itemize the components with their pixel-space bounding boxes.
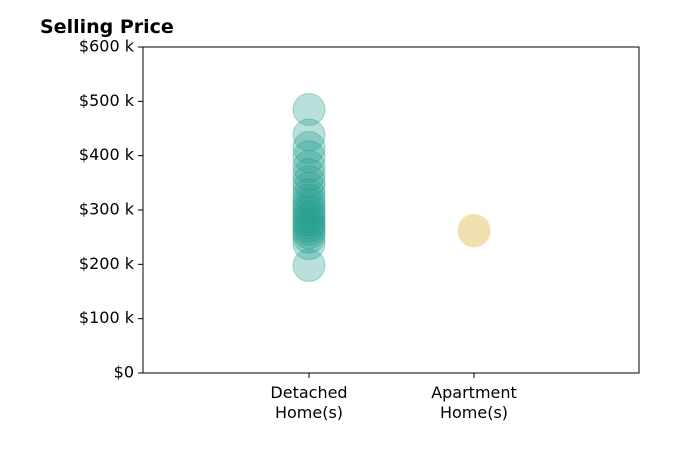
data-point <box>292 158 326 192</box>
y-tick-label: $400 k <box>79 145 135 164</box>
y-tick-label: $300 k <box>79 200 135 219</box>
y-tick-label: $100 k <box>79 308 135 327</box>
y-tick-label: $600 k <box>79 37 135 56</box>
x-tick-label: Detached <box>270 383 347 402</box>
data-point <box>292 203 326 237</box>
data-point <box>292 196 326 230</box>
y-tick-label: $500 k <box>79 91 135 110</box>
data-point <box>292 200 326 234</box>
data-point <box>292 216 326 250</box>
data-point <box>292 220 326 254</box>
data-point <box>292 165 326 199</box>
x-tick-label: Home(s) <box>275 403 343 422</box>
data-point <box>292 192 326 226</box>
plot-frame <box>142 46 640 374</box>
data-point <box>292 150 326 184</box>
data-point <box>292 178 326 212</box>
y-tick-label: $0 <box>114 363 134 382</box>
data-point <box>292 248 326 282</box>
y-tick-label: $200 k <box>79 254 135 273</box>
y-axis: $0 $100 k $200 k $300 k $400 k $500 k $600 k <box>79 37 143 382</box>
data-point <box>292 227 326 261</box>
data-point <box>292 131 326 165</box>
data-point <box>292 183 326 217</box>
data-point <box>292 171 326 205</box>
points-layer <box>292 92 491 282</box>
x-tick-label: Home(s) <box>440 403 508 422</box>
data-point <box>292 92 326 126</box>
data-point <box>292 209 326 243</box>
chart-title: Selling Price <box>40 16 174 38</box>
data-point <box>292 206 326 240</box>
data-point <box>292 118 326 152</box>
data-point <box>292 213 326 247</box>
x-tick-label: Apartment <box>431 383 517 402</box>
data-point <box>292 188 326 222</box>
data-point <box>457 214 491 248</box>
data-point <box>292 140 326 174</box>
